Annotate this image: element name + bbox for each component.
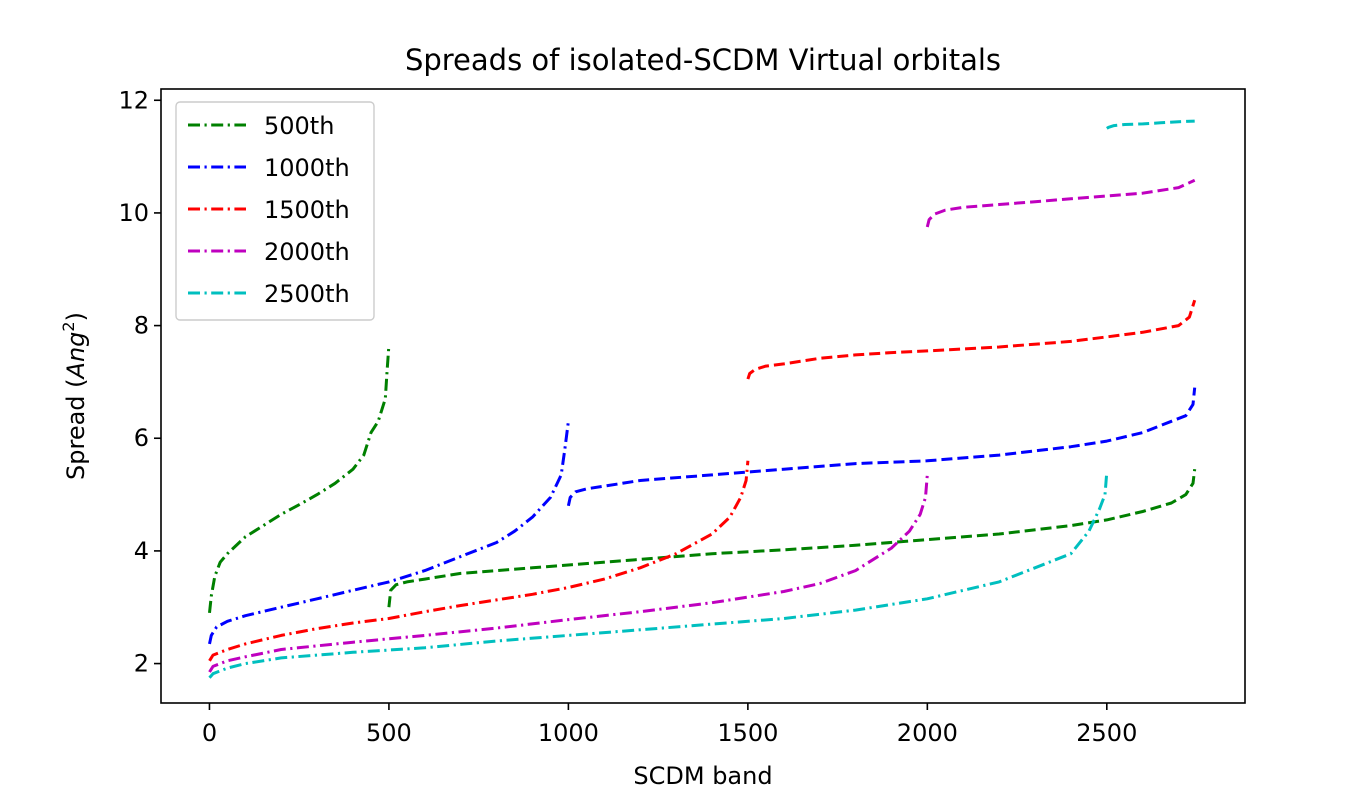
x-tick-label: 1500 <box>717 719 778 747</box>
series-line-2000th-dashdot <box>208 474 929 673</box>
x-tick-label: 500 <box>366 719 412 747</box>
y-axis-title-unit: Ang <box>62 332 90 381</box>
legend-label-1500th: 1500th <box>264 196 350 224</box>
y-tick-label: 8 <box>134 312 149 340</box>
y-axis-title-close: ) <box>62 312 90 321</box>
series-line-1500th-dashdot <box>208 460 750 662</box>
series-line-500th-dashdot <box>208 345 391 614</box>
series-line-1500th-dashed <box>746 299 1197 380</box>
plot-frame <box>160 88 1246 704</box>
plot-area <box>208 119 1197 679</box>
y-axis: 2 4 6 8 10 12 <box>118 86 161 678</box>
legend-label-1000th: 1000th <box>264 154 350 182</box>
legend: 500th 1000th 1500th 2000th 2500th <box>175 101 375 321</box>
series-line-2000th-dashed <box>925 178 1196 228</box>
x-tick-label: 1000 <box>538 719 599 747</box>
series-line-2500th-dashed <box>1106 119 1195 130</box>
legend-label-500th: 500th <box>264 112 334 140</box>
x-axis-title: SCDM band <box>633 762 772 790</box>
y-axis-title-main: Spread ( <box>62 378 90 480</box>
y-tick-label: 12 <box>118 86 149 114</box>
x-tick-label: 0 <box>202 719 217 747</box>
y-axis-title-superscript: 2 <box>59 321 78 331</box>
x-tick-label: 2500 <box>1076 719 1137 747</box>
legend-label-2000th: 2000th <box>264 238 350 266</box>
chart-title: Spreads of isolated-SCDM Virtual orbital… <box>405 43 1001 77</box>
y-tick-label: 6 <box>134 424 149 452</box>
y-tick-label: 10 <box>118 199 149 227</box>
series-line-2500th-dashdot <box>208 471 1109 679</box>
y-axis-title: Spread (Ang2) <box>59 312 90 480</box>
y-tick-label: 4 <box>134 537 149 565</box>
series-line-500th-dashed <box>387 469 1197 608</box>
x-tick-label: 2000 <box>897 719 958 747</box>
legend-label-2500th: 2500th <box>264 280 350 308</box>
series-line-1000th-dashdot <box>208 421 570 645</box>
x-axis: 0 500 1000 1500 2000 2500 <box>202 703 1137 747</box>
legend-box <box>175 101 375 321</box>
series-line-1000th-dashed <box>566 387 1197 507</box>
y-tick-label: 2 <box>134 650 149 678</box>
